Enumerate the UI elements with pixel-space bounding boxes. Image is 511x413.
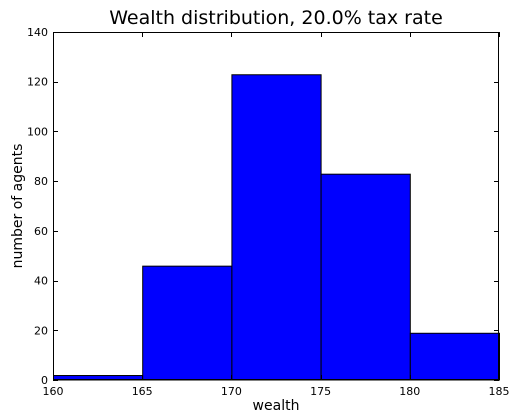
y-tick-label: 100 — [27, 125, 48, 138]
x-tick-label: 165 — [132, 385, 153, 398]
y-tick-label: 60 — [34, 225, 48, 238]
y-tick-label: 40 — [34, 275, 48, 288]
histogram-bar-175-180 — [320, 173, 411, 381]
y-axis-label: number of agents — [10, 144, 26, 269]
x-tick-label: 175 — [310, 385, 331, 398]
x-tick-label: 180 — [399, 385, 420, 398]
histogram-bar-180-185 — [409, 332, 500, 381]
x-tick-label: 170 — [221, 385, 242, 398]
chart-title: Wealth distribution, 20.0% tax rate — [109, 7, 443, 29]
y-tick-label: 80 — [34, 175, 48, 188]
bars-layer — [53, 74, 500, 381]
histogram-bar-165-170 — [142, 265, 233, 381]
y-tick-label: 120 — [27, 76, 48, 89]
axes-frame — [53, 32, 499, 380]
x-tick-label: 185 — [489, 385, 510, 398]
y-tick-label: 20 — [34, 324, 48, 337]
y-tick-label: 140 — [27, 26, 48, 39]
x-tick-label: 160 — [43, 385, 64, 398]
x-axis-label: wealth — [253, 398, 300, 413]
y-tick-label: 0 — [41, 374, 48, 387]
histogram-bar-170-175 — [231, 74, 322, 381]
ticks-layer: 160 165 170 175 180 185 0 20 40 60 80 100 120 140 — [27, 26, 510, 398]
